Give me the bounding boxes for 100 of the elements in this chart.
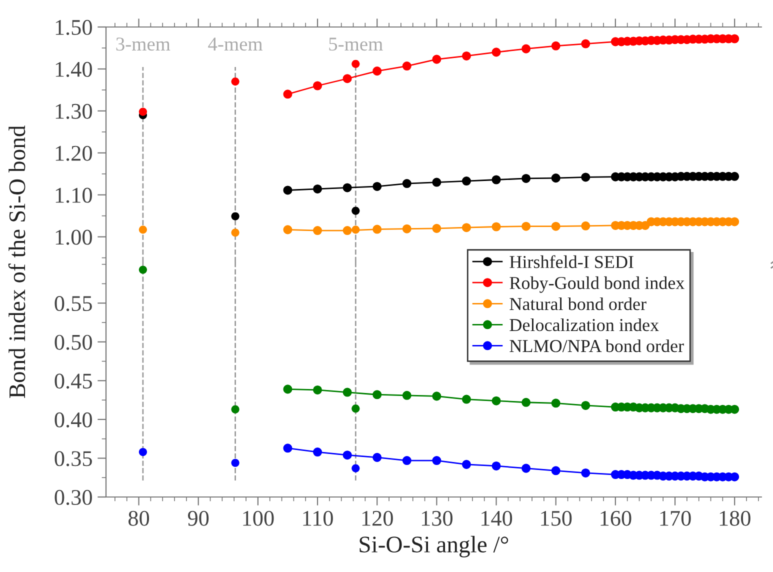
legend-label: Roby-Gould bond index — [510, 276, 684, 293]
point — [372, 224, 382, 234]
x-tick-label: 110 — [303, 510, 333, 526]
point — [372, 182, 382, 191]
point — [492, 396, 501, 406]
point — [138, 226, 147, 234]
point — [402, 390, 412, 400]
point — [492, 222, 501, 232]
point — [581, 172, 590, 182]
x-tick-label: 150 — [541, 510, 572, 526]
point — [522, 44, 531, 54]
y-tick-label: 0.45 — [54, 374, 92, 389]
point — [342, 183, 352, 192]
point — [313, 184, 322, 194]
point — [522, 222, 531, 231]
x-tick-label: 130 — [422, 510, 452, 526]
point — [402, 456, 412, 466]
x-tick-label: 100 — [243, 510, 274, 526]
point — [432, 54, 442, 64]
y-tick-label: 0.55 — [54, 296, 92, 312]
point — [352, 464, 360, 472]
point — [283, 186, 292, 195]
x-axis-title: Si-O-Si angle /° — [360, 536, 508, 558]
point — [402, 62, 412, 71]
point — [551, 398, 560, 408]
point — [402, 224, 412, 234]
y-tick-label: 1.00 — [56, 230, 92, 245]
legend-label: NLMO/NPA bond order — [510, 339, 684, 352]
ref-line-label: 3-mem — [116, 38, 170, 51]
point — [551, 174, 560, 183]
point — [283, 90, 292, 99]
point — [462, 460, 471, 469]
point — [313, 448, 322, 457]
point — [231, 458, 240, 467]
point — [372, 66, 382, 76]
point — [283, 225, 292, 234]
y-tick-label: 0.50 — [54, 334, 92, 350]
point — [522, 464, 531, 473]
point — [462, 176, 471, 186]
point — [342, 226, 352, 236]
ref-line-label: 5-mem — [329, 38, 383, 51]
point — [313, 385, 322, 394]
point — [231, 212, 240, 220]
point — [138, 108, 147, 116]
point — [432, 224, 442, 233]
point — [342, 388, 352, 397]
y-tick-label: 0.40 — [54, 412, 92, 428]
point — [581, 468, 590, 478]
point — [138, 448, 147, 456]
y-tick-label: 1.20 — [56, 146, 92, 161]
point — [581, 39, 590, 48]
point — [138, 266, 147, 274]
point — [492, 175, 501, 184]
y-tick-label: 0.35 — [54, 451, 92, 466]
point — [551, 222, 560, 231]
point — [462, 223, 471, 232]
point — [352, 226, 360, 234]
point — [283, 444, 292, 453]
y-tick-label: 1.30 — [56, 104, 92, 119]
y-tick-label: 1.10 — [56, 188, 92, 203]
ref-line-label: 4-mem — [208, 38, 263, 51]
point — [432, 178, 442, 187]
point — [352, 404, 360, 413]
point — [492, 48, 501, 57]
point — [581, 400, 590, 410]
point — [352, 60, 360, 68]
x-tick-label: 140 — [482, 510, 512, 526]
point — [283, 384, 292, 394]
point — [342, 450, 352, 460]
point — [432, 392, 442, 401]
y-tick-label: 0.30 — [54, 490, 92, 506]
point — [231, 228, 240, 237]
y-tick-label: 1.40 — [56, 62, 92, 77]
point — [342, 74, 352, 84]
x-tick-label: 120 — [362, 510, 393, 526]
point — [522, 398, 531, 407]
point — [372, 452, 382, 462]
point — [231, 78, 240, 86]
y-tick-label: 1.50 — [56, 20, 92, 36]
legend-label: Delocalization index — [510, 318, 659, 332]
legend-label: Hirshfeld-I SEDI — [510, 255, 634, 268]
point — [352, 206, 360, 215]
point — [402, 179, 412, 188]
point — [462, 51, 471, 60]
point — [492, 461, 501, 470]
point — [432, 456, 442, 466]
y-axis-title: Bond index of the Si-O bond — [8, 126, 26, 398]
point — [231, 405, 240, 414]
point — [581, 221, 590, 230]
point — [372, 390, 382, 400]
point — [313, 81, 322, 90]
x-tick-label: 180 — [720, 510, 750, 526]
x-tick-label: 160 — [600, 510, 632, 526]
x-tick-label: 170 — [660, 510, 691, 526]
point — [462, 394, 471, 404]
point — [551, 466, 560, 476]
point — [313, 226, 322, 236]
point — [522, 174, 531, 184]
point — [551, 41, 560, 50]
legend-label: Natural bond order — [510, 297, 646, 310]
